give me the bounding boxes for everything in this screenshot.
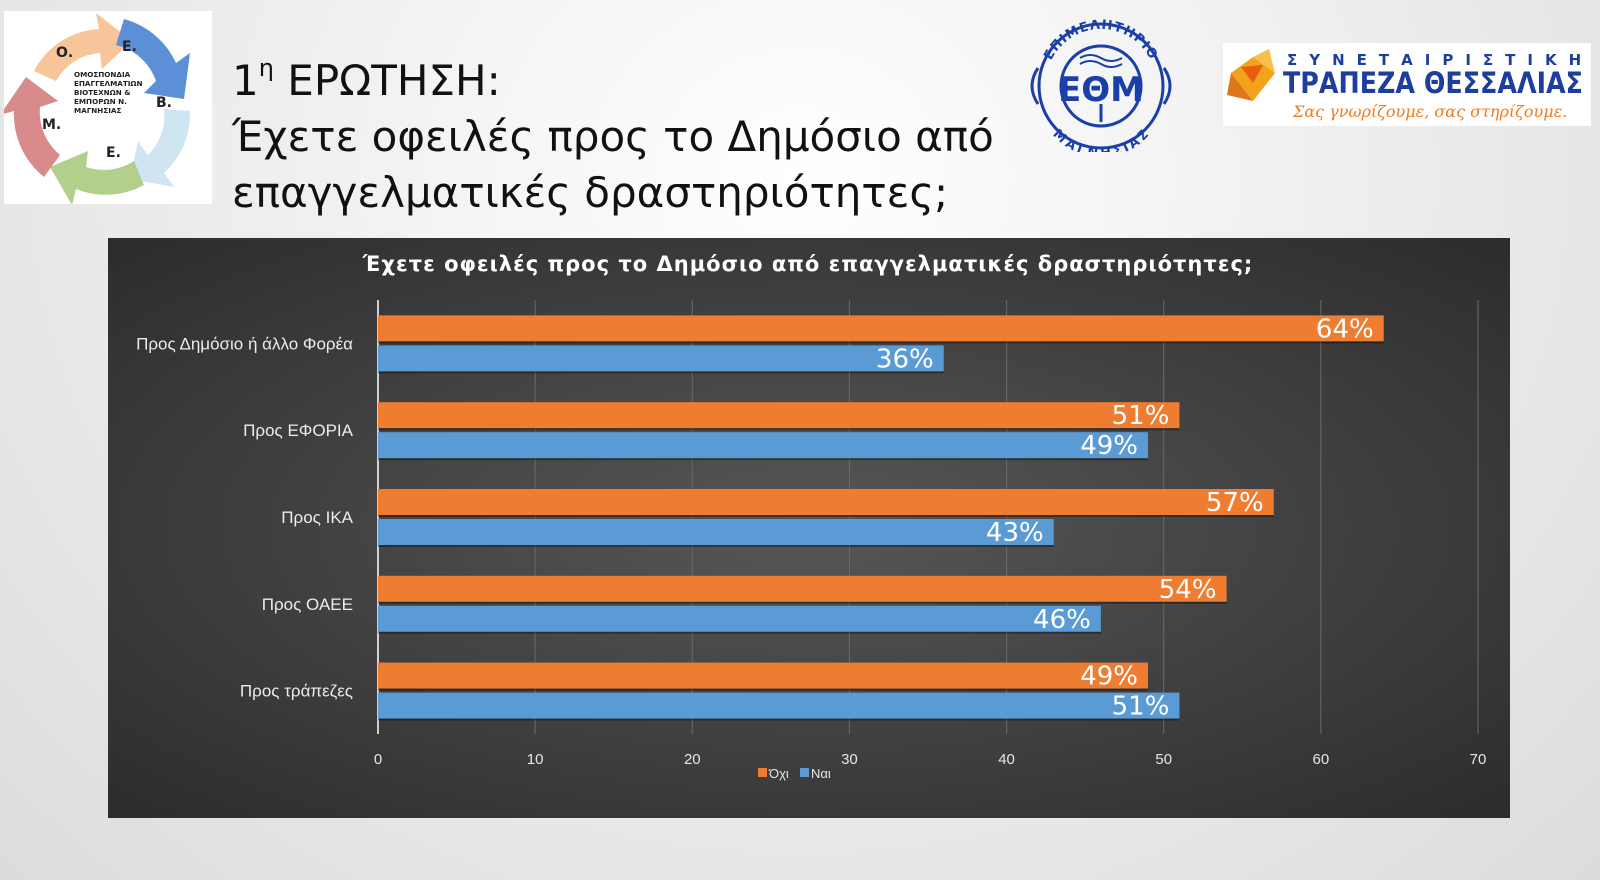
bar <box>378 662 1148 689</box>
data-label: 57% <box>1206 488 1264 518</box>
epimelitirio-logo: ΕΠΙΜΕΛΗΤΗΡΙΟ ΜΑΓΝΗΣΙΑΣ ΕΘΜ <box>1018 8 1184 161</box>
x-tick-label: 30 <box>841 751 858 768</box>
logo-text-line: ΕΠΑΓΓΕΛΜΑΤΙΩΝ <box>74 79 143 88</box>
chart-title: Έχετε οφειλές προς το Δημόσιο από επαγγε… <box>362 252 1254 276</box>
logo-letter: Β. <box>156 95 172 111</box>
bank-name: ΤΡΑΠΕΖΑ ΘΕΣΣΑΛΙΑΣ <box>1283 66 1583 100</box>
logo-letter: Μ. <box>42 117 61 133</box>
data-label: 51% <box>1112 401 1170 431</box>
bank-slogan: Σας γνωρίζουμε, σας στηρίζουμε. <box>1292 102 1567 121</box>
x-tick-label: 50 <box>1155 751 1172 768</box>
bar-chart: Έχετε οφειλές προς το Δημόσιο από επαγγε… <box>136 252 1487 781</box>
x-tick-label: 70 <box>1470 751 1487 768</box>
x-tick-label: 60 <box>1313 751 1330 768</box>
bar <box>378 345 944 372</box>
logo-bottom-text: ΜΑΓΝΗΣΙΑΣ <box>1050 127 1152 162</box>
bar <box>378 315 1384 342</box>
bar <box>378 575 1227 602</box>
bar <box>378 692 1180 719</box>
category-label: Προς Δημόσιο ή άλλο Φορέα <box>136 334 353 353</box>
category-label: Προς ΙΚΑ <box>281 508 353 527</box>
logo-text-line: ΟΜΟΣΠΟΝΔΙΑ <box>74 70 131 79</box>
bar-shadow <box>378 371 944 374</box>
bar-shadow <box>378 515 1274 517</box>
bank-top-text: ΣΥΝΕΤΑΙΡΙΣΤΙΚΗ <box>1287 51 1591 69</box>
logo-letter: Ο. <box>56 45 73 61</box>
data-label: 51% <box>1112 692 1170 722</box>
bar-shadow <box>378 631 1101 634</box>
category-label: Προς ΟΑΕΕ <box>262 595 353 614</box>
x-tick-label: 10 <box>527 751 544 768</box>
logo-monogram: ΕΘΜ <box>1058 70 1144 110</box>
bar <box>378 489 1274 515</box>
bank-logo: ΣΥΝΕΤΑΙΡΙΣΤΙΚΗ ΤΡΑΠΕΖΑ ΘΕΣΣΑΛΙΑΣ Σας γνω… <box>1223 43 1591 126</box>
bar <box>378 432 1148 459</box>
question-number: 1 <box>232 56 259 105</box>
bar <box>378 402 1180 429</box>
legend-swatch <box>758 768 767 777</box>
bar-shadow <box>378 428 1180 431</box>
x-tick-label: 0 <box>374 751 382 768</box>
question-number-suffix: η <box>258 54 274 82</box>
category-label: Προς ΕΦΟΡΙΑ <box>243 421 354 440</box>
logo-text-line: ΒΙΟΤΕΧΝΩΝ & <box>74 88 131 97</box>
bar-shadow <box>378 458 1148 461</box>
data-label: 64% <box>1316 314 1374 344</box>
x-tick-label: 20 <box>684 751 701 768</box>
chart-panel: Έχετε οφειλές προς το Δημόσιο από επαγγε… <box>108 238 1510 818</box>
question-line-2: επαγγελματικές δραστηριότητες; <box>232 168 949 217</box>
logo-letter: Ε. <box>106 145 121 161</box>
bar-shadow <box>378 341 1384 344</box>
bar-shadow <box>378 601 1227 604</box>
legend-swatch <box>800 768 809 777</box>
data-label: 54% <box>1159 575 1217 605</box>
data-label: 49% <box>1080 662 1138 692</box>
data-label: 36% <box>876 344 934 374</box>
bar-shadow <box>378 718 1180 721</box>
logo-letter: Ε. <box>122 39 137 55</box>
legend-label: Όχι <box>768 766 789 781</box>
bar-shadow <box>378 688 1148 691</box>
data-label: 43% <box>986 518 1044 548</box>
svg-text:ΜΑΓΝΗΣΙΑΣ: ΜΑΓΝΗΣΙΑΣ <box>1050 127 1153 152</box>
slide-title: 1η ΕΡΩΤΗΣΗ: Έχετε οφειλές προς το Δημόσι… <box>232 44 994 221</box>
category-label: Προς τράπεζες <box>240 682 353 701</box>
logo-text-line: ΜΑΓΝΗΣΙΑΣ <box>74 106 121 115</box>
bar-shadow <box>378 545 1054 547</box>
omospondia-logo: Ο. Ε. Β. Ε. Μ. ΟΜΟΣΠΟΝΔΙΑ ΕΠΑΓΓΕΛΜΑΤΙΩΝ … <box>0 11 212 205</box>
bar <box>378 605 1101 632</box>
data-label: 46% <box>1033 605 1091 635</box>
bank-emblem <box>1227 49 1275 101</box>
question-heading: ΕΡΩΤΗΣΗ: <box>273 56 501 105</box>
bar <box>378 519 1054 545</box>
data-label: 49% <box>1080 431 1138 461</box>
legend-label: Ναι <box>811 766 831 781</box>
logo-text-line: ΕΜΠΟΡΩΝ Ν. <box>74 97 127 106</box>
x-tick-label: 40 <box>998 751 1015 768</box>
question-line-1: Έχετε οφειλές προς το Δημόσιο από <box>232 112 994 161</box>
